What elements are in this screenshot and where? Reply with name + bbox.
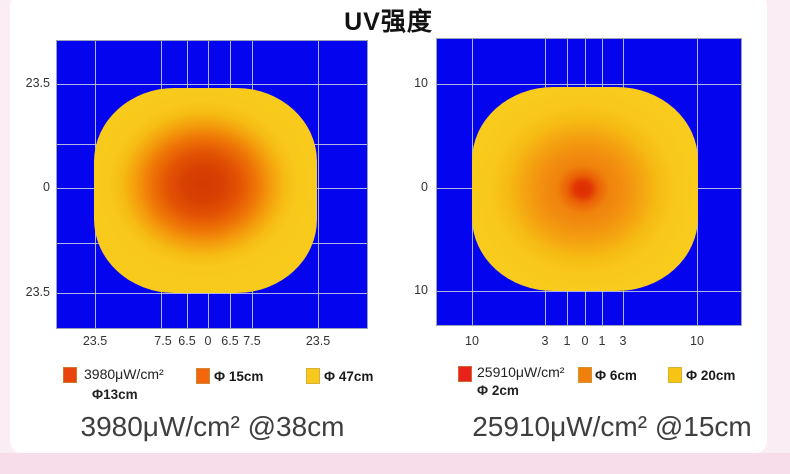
right-x-tick: 3 [619, 334, 627, 348]
gridline [437, 84, 741, 85]
legend-label-peak: 3980μW/cm² [84, 366, 164, 382]
gridline [57, 84, 367, 85]
left-x-tick: 23.5 [305, 334, 331, 348]
right-y-tick: 0 [421, 180, 428, 194]
legend-sublabel-peak: Φ 2cm [477, 383, 519, 398]
left-intensity-blob [94, 88, 317, 293]
right-x-tick: 1 [598, 334, 606, 348]
left-x-tick: 7.5 [154, 334, 172, 348]
right-y-tick: 10 [414, 283, 428, 297]
left-x-tick: 7.5 [243, 334, 261, 348]
legend-label-outer: Φ 20cm [686, 368, 736, 383]
gridline [57, 293, 367, 294]
right-chart-caption: 25910μW/cm² @15cm [472, 411, 752, 442]
left-y-tick: 0 [43, 180, 50, 194]
legend-label-outer: Φ 47cm [324, 369, 374, 384]
legend-label-mid: Φ 6cm [595, 368, 637, 383]
legend-label-mid: Φ 15cm [214, 369, 264, 384]
left-x-tick: 6.5 [178, 334, 196, 348]
right-plot-area [436, 38, 742, 326]
legend-sublabel-peak: Φ13cm [92, 387, 138, 402]
gridline [318, 41, 319, 328]
legend-swatch-peak [458, 366, 472, 382]
legend-swatch-outer [306, 368, 320, 384]
legend-swatch-mid [578, 367, 592, 383]
right-x-tick: 0 [581, 334, 589, 348]
page-title: UV强度 [344, 8, 433, 36]
right-y-tick: 10 [414, 76, 428, 90]
left-plot-area [56, 40, 368, 329]
right-x-tick: 1 [563, 334, 571, 348]
gridline [437, 291, 741, 292]
left-x-tick: 6.5 [221, 334, 239, 348]
left-y-tick: 23.5 [25, 285, 50, 299]
right-x-tick: 10 [465, 334, 479, 348]
left-y-tick: 23.5 [25, 76, 50, 90]
legend-swatch-mid [196, 368, 210, 384]
page-background-strip [0, 453, 790, 474]
legend-label-peak: 25910μW/cm² [477, 364, 565, 380]
left-x-tick: 0 [204, 334, 212, 348]
left-x-tick: 23.5 [82, 334, 108, 348]
right-intensity-blob [472, 87, 698, 291]
legend-swatch-peak [63, 367, 77, 383]
right-x-tick: 3 [541, 334, 549, 348]
legend-swatch-outer [668, 367, 682, 383]
right-x-tick: 10 [690, 334, 704, 348]
left-chart-caption: 3980μW/cm² @38cm [80, 411, 345, 442]
